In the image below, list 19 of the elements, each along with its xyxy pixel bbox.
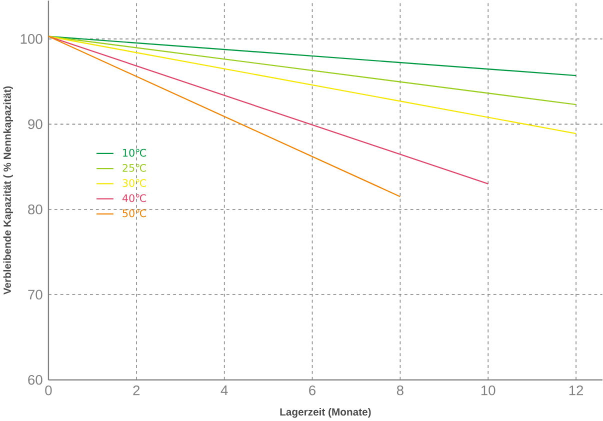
y-tick-label: 100 — [20, 34, 42, 44]
y-tick-label: 90 — [28, 119, 42, 130]
legend-label: 40℃ — [122, 194, 146, 202]
x-tick-label: 2 — [133, 385, 140, 396]
x-tick-label: 8 — [396, 385, 404, 396]
legend-label: 10℃ — [123, 148, 146, 157]
x-tick-label: 10 — [481, 385, 496, 396]
y-tick-label: 80 — [28, 204, 42, 214]
legend-label: 30℃ — [122, 179, 146, 187]
legend-label: 25℃ — [122, 164, 146, 172]
y-tick-label: 60 — [28, 374, 42, 385]
y-axis-title: Verbleibende Kapazität ( % Nennkapazität) — [3, 86, 13, 295]
x-tick-label: 4 — [220, 385, 228, 395]
legend-label: 50℃ — [122, 209, 146, 218]
x-tick-label: 0 — [45, 385, 52, 396]
x-tick-label: 6 — [309, 385, 316, 396]
y-tick-label: 70 — [28, 290, 42, 300]
x-tick-label: 12 — [569, 385, 584, 396]
x-axis-title: Lagerzeit (Monate) — [280, 408, 371, 418]
